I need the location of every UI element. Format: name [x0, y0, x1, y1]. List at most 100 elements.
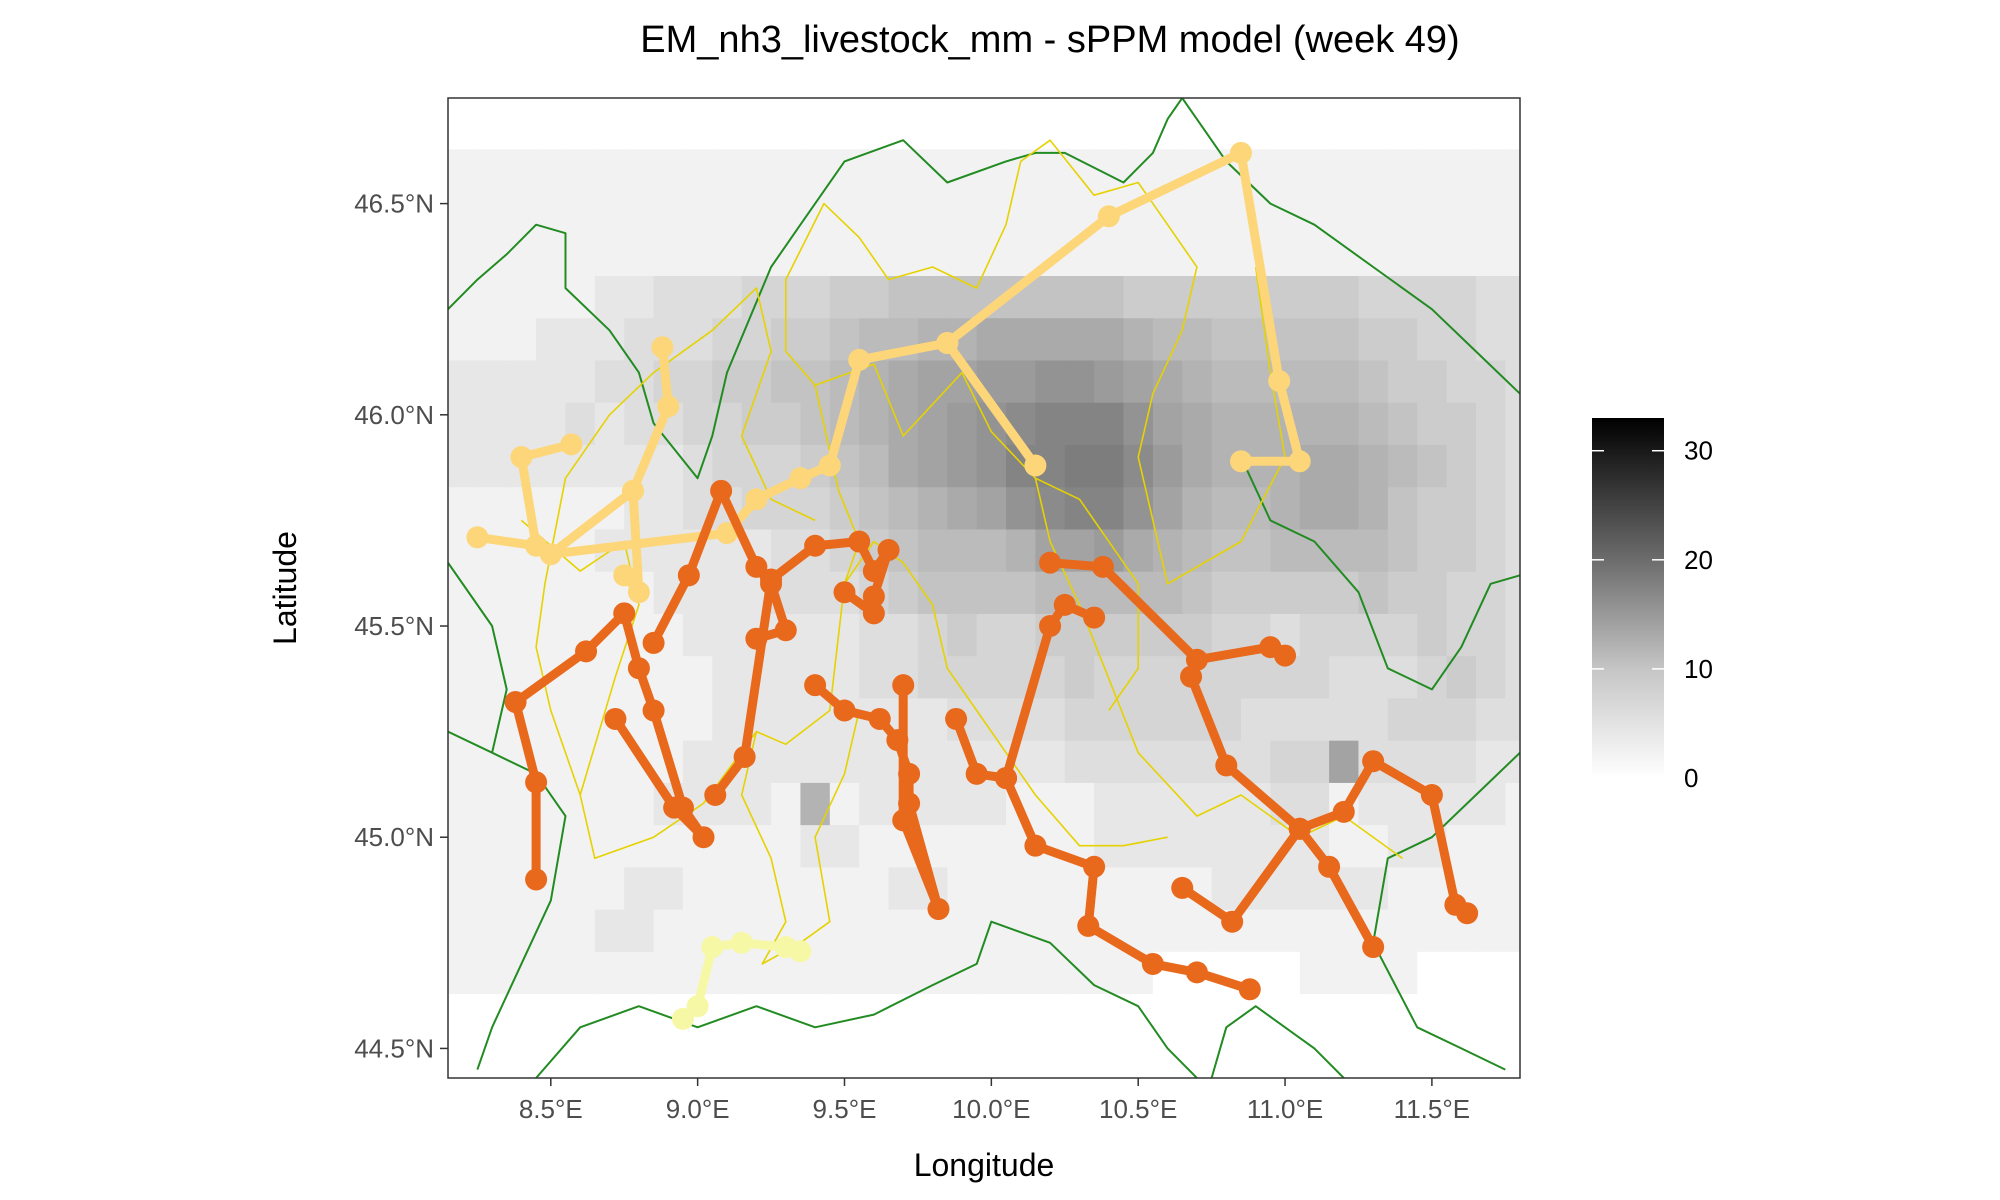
track-point [525, 771, 548, 794]
track-point [1229, 141, 1252, 164]
track-point [733, 745, 756, 768]
heatmap-cell [1446, 824, 1477, 868]
track-point [1362, 936, 1385, 959]
heatmap-cell [917, 148, 948, 192]
track-point [642, 699, 665, 722]
heatmap-cell [1064, 275, 1095, 319]
heatmap-cell [624, 951, 655, 995]
heatmap-cell [1358, 233, 1389, 277]
heatmap-cell [594, 148, 625, 192]
admin-boundary-line [785, 139, 1286, 585]
heatmap-cell [1387, 1035, 1418, 1078]
track-point [704, 783, 727, 806]
heatmap-cell [888, 909, 919, 952]
heatmap-cell [976, 824, 1007, 868]
heatmap-cell [771, 866, 802, 910]
heatmap-cell [1094, 993, 1125, 1037]
heatmap-cell [947, 824, 978, 868]
heatmap-cell [565, 782, 596, 826]
y-tick-label: 46.0°N [354, 400, 434, 430]
color-legend: 0 10 20 30 [1592, 418, 1713, 793]
heatmap-cell [506, 190, 537, 234]
track-point [1039, 615, 1062, 638]
heatmap-cell [1446, 486, 1477, 530]
heatmap-cell [1182, 190, 1213, 234]
x-tick-label: 11.5°E [1394, 1094, 1470, 1124]
heatmap-cell [1505, 951, 1520, 995]
heatmap-cell [976, 571, 1007, 614]
heatmap-cell [1182, 402, 1213, 445]
heatmap-cell [1035, 740, 1066, 783]
heatmap-cell [888, 866, 919, 910]
heatmap-cell [859, 909, 890, 952]
heatmap-cell [1329, 233, 1360, 277]
heatmap-cell [682, 106, 713, 150]
heatmap-cell [1064, 106, 1095, 150]
heatmap-cell [800, 824, 831, 868]
heatmap-cell [1446, 359, 1477, 403]
track-point [886, 729, 909, 752]
heatmap-cell [536, 106, 567, 150]
heatmap-cell [1123, 993, 1154, 1037]
heatmap-cell [536, 993, 567, 1037]
heatmap-cell [1475, 317, 1506, 361]
heatmap-cell [1505, 486, 1520, 530]
heatmap-cell [1240, 909, 1271, 952]
heatmap-cell [1417, 655, 1448, 699]
heatmap-cell [506, 98, 537, 108]
heatmap-cell [917, 782, 948, 826]
heatmap-cell [712, 275, 743, 319]
heatmap-cell [477, 909, 508, 952]
heatmap-cell [1446, 190, 1477, 234]
heatmap-cell [1417, 275, 1448, 319]
heatmap-cell [1505, 106, 1520, 150]
heatmap-cell [741, 98, 772, 108]
heatmap-cell [1006, 613, 1036, 657]
heatmap-cell [800, 275, 831, 319]
heatmap-cell [1240, 993, 1271, 1037]
heatmap-cell [947, 528, 978, 572]
track-point [701, 936, 724, 959]
heatmap-cell [653, 824, 684, 868]
track-point [898, 762, 921, 785]
heatmap-cell [1152, 782, 1183, 826]
track-point [892, 809, 915, 832]
heatmap-cell [1505, 782, 1520, 826]
heatmap-cell [712, 190, 743, 234]
heatmap-cell [536, 909, 567, 952]
heatmap-cell [1094, 486, 1125, 530]
heatmap-cell [1417, 866, 1448, 910]
heatmap-cell [1299, 317, 1330, 361]
heatmap-cell [682, 697, 713, 741]
heatmap-cell [947, 148, 978, 192]
heatmap-cell [712, 571, 743, 614]
heatmap-cell [1358, 190, 1389, 234]
heatmap-cell [976, 951, 1007, 995]
heatmap-cell [1358, 317, 1389, 361]
heatmap-cell [536, 275, 567, 319]
track-point [525, 868, 548, 891]
heatmap-cell [1505, 190, 1520, 234]
heatmap-cell [1006, 951, 1036, 995]
heatmap-cell [624, 782, 655, 826]
track-point [1091, 555, 1114, 578]
heatmap-cell [477, 866, 508, 910]
heatmap-cell [1299, 909, 1330, 952]
heatmap-cell [917, 275, 948, 319]
heatmap-cell [653, 866, 684, 910]
heatmap-cell [947, 866, 978, 910]
heatmap-cell [1387, 866, 1418, 910]
heatmap-cell [594, 1035, 625, 1078]
heatmap-cell [536, 697, 567, 741]
heatmap-cell [1299, 993, 1330, 1037]
heatmap-cell [1064, 486, 1095, 530]
heatmap-cell [1123, 317, 1154, 361]
heatmap-cell [1417, 402, 1448, 445]
track-point [642, 631, 665, 654]
heatmap-cell [1358, 402, 1389, 445]
track-point [745, 555, 768, 578]
heatmap-cell [947, 190, 978, 234]
heatmap-cell [1417, 571, 1448, 614]
heatmap-cell [1240, 824, 1271, 868]
heatmap-cell [976, 444, 1007, 488]
